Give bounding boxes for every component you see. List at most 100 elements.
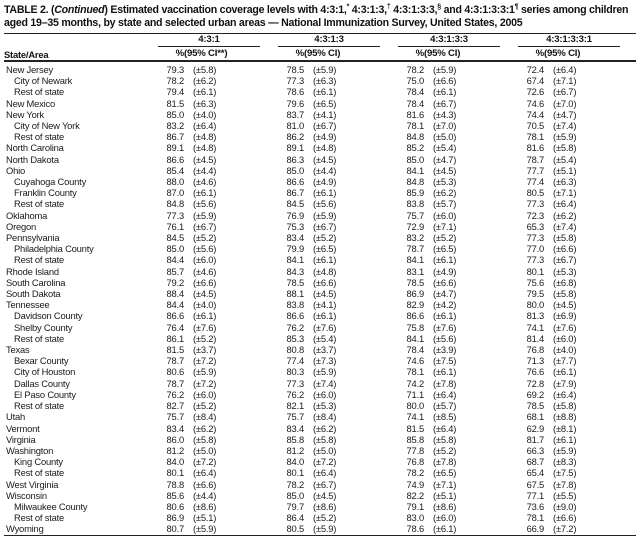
confidence-interval: (±5.1) <box>193 512 217 524</box>
confidence-interval: (±7.6) <box>553 321 577 333</box>
percent-header: % <box>396 47 424 62</box>
coverage-percent: 79.9 <box>286 243 304 255</box>
coverage-percent: 78.2 <box>166 75 184 87</box>
coverage-percent: 80.1 <box>286 467 304 479</box>
confidence-interval: (±5.2) <box>313 512 337 524</box>
coverage-percent: 81.5 <box>166 97 184 109</box>
confidence-interval: (±6.5) <box>313 243 337 255</box>
confidence-interval: (±6.1) <box>313 187 337 199</box>
confidence-interval: (±5.9) <box>433 64 457 75</box>
confidence-interval: (±8.5) <box>433 411 457 423</box>
coverage-percent: 72.6 <box>526 86 545 98</box>
state-area-label: Washington <box>6 444 54 456</box>
confidence-interval: (±5.2) <box>193 332 217 344</box>
coverage-percent: 74.1 <box>526 321 545 333</box>
coverage-percent: 73.6 <box>526 500 545 512</box>
coverage-percent: 78.7 <box>166 355 184 367</box>
coverage-percent: 78.4 <box>406 344 424 356</box>
confidence-interval: (±6.3) <box>313 75 337 87</box>
series-name: and 4:3:1:3:3:1 <box>440 4 515 16</box>
table-row: Washington 81.2 (±5.0) 81.2 (±5.0) 77.8 (±5.2)… <box>4 445 636 456</box>
confidence-interval: (±6.4) <box>553 388 577 400</box>
state-area-label: Davidson County <box>14 310 83 322</box>
confidence-interval: (±5.8) <box>193 433 217 445</box>
confidence-interval: (±6.1) <box>433 86 457 98</box>
state-area-label: El Paso County <box>14 388 76 400</box>
table-row: North Dakota 86.6 (±4.5) 86.3 (±4.5) 85.0 (±4.… <box>4 154 636 165</box>
confidence-interval: (±6.1) <box>193 187 217 199</box>
coverage-percent: 84.1 <box>406 164 424 176</box>
confidence-interval: (±4.5) <box>313 489 337 501</box>
coverage-percent: 81.4 <box>526 332 545 344</box>
confidence-interval: (±7.9) <box>553 377 577 389</box>
coverage-percent: 74.6 <box>526 97 545 109</box>
confidence-interval: (±4.9) <box>313 176 337 188</box>
coverage-percent: 81.2 <box>166 444 184 456</box>
confidence-interval: (±6.1) <box>193 86 217 98</box>
confidence-interval: (±6.0) <box>553 332 577 344</box>
confidence-interval: (±8.8) <box>553 411 577 423</box>
table-row: New Jersey 79.3 (±5.8) 78.5 (±5.9) 78.2 (±5.9)… <box>4 61 636 75</box>
table-row: South Dakota 88.4 (±4.5) 88.1 (±4.5) 86.9 (±4.… <box>4 288 636 299</box>
table-row: Pennsylvania 84.5 (±5.2) 83.4 (±5.2) 83.2 (±5.… <box>4 232 636 243</box>
confidence-interval: (±5.9) <box>193 209 217 221</box>
coverage-percent: 83.4 <box>286 422 304 434</box>
coverage-percent: 76.1 <box>166 220 184 232</box>
confidence-interval: (±6.1) <box>553 433 577 445</box>
coverage-percent: 74.1 <box>406 411 424 423</box>
coverage-percent: 79.6 <box>286 97 304 109</box>
confidence-interval: (±5.3) <box>313 400 337 412</box>
coverage-percent: 83.8 <box>406 198 424 210</box>
coverage-percent: 82.1 <box>286 400 304 412</box>
coverage-percent: 79.2 <box>166 276 184 288</box>
coverage-percent: 81.5 <box>166 344 184 356</box>
state-area-label: South Dakota <box>6 288 61 300</box>
confidence-interval: (±6.0) <box>193 254 217 266</box>
percent-header: % <box>276 47 304 62</box>
state-area-label: West Virginia <box>6 478 59 490</box>
confidence-interval: (±8.1) <box>553 422 577 434</box>
confidence-interval: (±6.3) <box>193 97 217 109</box>
coverage-percent: 78.1 <box>526 131 545 143</box>
state-area-label: Tennessee <box>6 299 50 311</box>
coverage-percent: 85.0 <box>166 108 184 120</box>
group-header-431: 4:3:1 <box>156 33 276 47</box>
confidence-interval: (±4.8) <box>193 142 217 154</box>
confidence-interval: (±5.8) <box>553 142 577 154</box>
table-row: Dallas County 78.7 (±7.2) 77.3 (±7.4) 74.2 (±7… <box>4 378 636 389</box>
confidence-interval: (±3.7) <box>193 344 217 356</box>
coverage-percent: 78.5 <box>406 276 424 288</box>
coverage-percent: 74.9 <box>406 478 424 490</box>
confidence-interval: (±6.0) <box>313 388 337 400</box>
coverage-percent: 83.8 <box>286 299 304 311</box>
coverage-percent: 83.4 <box>286 232 304 244</box>
confidence-interval: (±6.4) <box>193 467 217 479</box>
confidence-interval: (±6.2) <box>313 422 337 434</box>
coverage-percent: 77.0 <box>526 243 545 255</box>
coverage-percent: 84.5 <box>286 198 304 210</box>
confidence-interval: (±5.2) <box>433 444 457 456</box>
confidence-interval: (±5.8) <box>553 232 577 244</box>
state-area-label: Rest of state <box>14 512 65 524</box>
coverage-percent: 80.0 <box>526 299 545 311</box>
confidence-interval: (±6.7) <box>553 86 577 98</box>
confidence-interval: (±5.6) <box>433 332 457 344</box>
coverage-percent: 77.4 <box>526 176 545 188</box>
coverage-percent: 68.1 <box>526 411 545 423</box>
confidence-interval: (±4.8) <box>313 265 337 277</box>
confidence-interval: (±4.6) <box>193 265 217 277</box>
table-row: Franklin County 87.0 (±6.1) 86.7 (±6.1) 85.9 (… <box>4 187 636 198</box>
coverage-percent: 78.8 <box>166 478 184 490</box>
coverage-percent: 85.7 <box>166 265 184 277</box>
coverage-percent: 71.1 <box>406 388 424 400</box>
confidence-interval: (±5.9) <box>193 523 217 535</box>
coverage-percent: 78.5 <box>526 400 545 412</box>
confidence-interval: (±5.5) <box>553 489 577 501</box>
table-row: New Mexico 81.5 (±6.3) 79.6 (±6.5) 78.4 (±6.7)… <box>4 98 636 109</box>
coverage-percent: 78.2 <box>406 64 424 75</box>
confidence-interval: (±7.5) <box>553 467 577 479</box>
state-area-label: New Mexico <box>6 97 56 109</box>
state-area-label: Oklahoma <box>6 209 48 221</box>
confidence-interval: (±5.9) <box>553 131 577 143</box>
confidence-interval: (±6.6) <box>553 243 577 255</box>
